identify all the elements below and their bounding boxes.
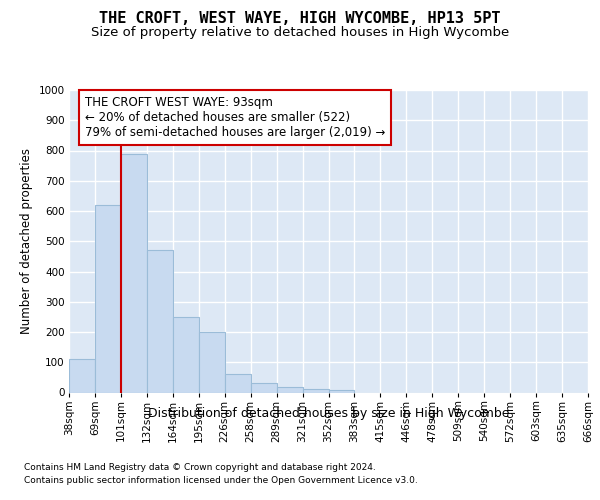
- Bar: [147, 250, 173, 392]
- Bar: [277, 387, 302, 392]
- Text: THE CROFT, WEST WAYE, HIGH WYCOMBE, HP13 5PT: THE CROFT, WEST WAYE, HIGH WYCOMBE, HP13…: [99, 11, 501, 26]
- Bar: [251, 384, 277, 392]
- Y-axis label: Number of detached properties: Number of detached properties: [20, 148, 33, 334]
- Text: Size of property relative to detached houses in High Wycombe: Size of property relative to detached ho…: [91, 26, 509, 39]
- Bar: [199, 332, 224, 392]
- Bar: [69, 359, 95, 392]
- Text: THE CROFT WEST WAYE: 93sqm
← 20% of detached houses are smaller (522)
79% of sem: THE CROFT WEST WAYE: 93sqm ← 20% of deta…: [85, 96, 385, 139]
- Bar: [121, 154, 147, 392]
- Bar: [302, 390, 329, 392]
- Text: Contains HM Land Registry data © Crown copyright and database right 2024.: Contains HM Land Registry data © Crown c…: [24, 462, 376, 471]
- Bar: [95, 205, 121, 392]
- Text: Distribution of detached houses by size in High Wycombe: Distribution of detached houses by size …: [148, 408, 509, 420]
- Bar: [329, 390, 355, 392]
- Text: Contains public sector information licensed under the Open Government Licence v3: Contains public sector information licen…: [24, 476, 418, 485]
- Bar: [225, 374, 251, 392]
- Bar: [173, 317, 199, 392]
